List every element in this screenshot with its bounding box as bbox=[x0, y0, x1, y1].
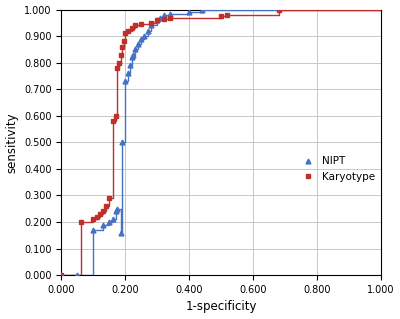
Karyotype bbox=[100, 210, 105, 213]
X-axis label: 1-specificity: 1-specificity bbox=[185, 300, 257, 314]
NIPT bbox=[145, 29, 150, 33]
Line: Karyotype: Karyotype bbox=[59, 7, 281, 278]
Karyotype bbox=[161, 17, 166, 21]
Line: NIPT: NIPT bbox=[59, 7, 204, 278]
NIPT bbox=[110, 218, 115, 221]
NIPT bbox=[187, 10, 192, 14]
NIPT bbox=[132, 48, 137, 51]
Karyotype bbox=[97, 212, 102, 216]
NIPT bbox=[129, 56, 134, 59]
Karyotype bbox=[120, 45, 124, 49]
NIPT bbox=[107, 220, 112, 224]
Y-axis label: sensitivity: sensitivity bbox=[6, 112, 18, 173]
NIPT bbox=[155, 18, 160, 22]
NIPT bbox=[139, 37, 144, 41]
NIPT bbox=[128, 63, 132, 67]
NIPT bbox=[168, 11, 172, 15]
Legend: NIPT, Karyotype: NIPT, Karyotype bbox=[297, 156, 376, 182]
Karyotype bbox=[78, 220, 83, 224]
Karyotype bbox=[225, 13, 230, 17]
Karyotype bbox=[123, 32, 128, 35]
Karyotype bbox=[94, 215, 99, 219]
Karyotype bbox=[118, 53, 123, 57]
NIPT bbox=[131, 53, 136, 57]
NIPT bbox=[118, 231, 123, 234]
NIPT bbox=[148, 24, 153, 27]
Karyotype bbox=[155, 18, 160, 22]
Karyotype bbox=[116, 61, 121, 64]
Karyotype bbox=[115, 66, 120, 70]
NIPT bbox=[115, 207, 120, 211]
Karyotype bbox=[219, 14, 224, 18]
Karyotype bbox=[126, 29, 131, 33]
Karyotype bbox=[113, 114, 118, 118]
Karyotype bbox=[129, 26, 134, 30]
NIPT bbox=[59, 273, 64, 277]
Karyotype bbox=[104, 204, 108, 208]
NIPT bbox=[113, 210, 118, 213]
NIPT bbox=[75, 273, 80, 277]
NIPT bbox=[123, 79, 128, 83]
NIPT bbox=[91, 228, 96, 232]
Karyotype bbox=[139, 22, 144, 26]
NIPT bbox=[126, 71, 131, 75]
NIPT bbox=[158, 16, 163, 19]
Karyotype bbox=[107, 196, 112, 200]
Karyotype bbox=[132, 24, 137, 27]
Karyotype bbox=[148, 21, 153, 25]
Karyotype bbox=[121, 40, 126, 43]
Karyotype bbox=[110, 119, 115, 123]
Karyotype bbox=[91, 218, 96, 221]
Karyotype bbox=[168, 16, 172, 19]
NIPT bbox=[120, 140, 124, 144]
NIPT bbox=[136, 42, 140, 46]
NIPT bbox=[200, 8, 204, 11]
NIPT bbox=[100, 223, 105, 226]
NIPT bbox=[161, 13, 166, 17]
Karyotype bbox=[276, 8, 281, 11]
NIPT bbox=[142, 34, 147, 38]
Karyotype bbox=[59, 273, 64, 277]
